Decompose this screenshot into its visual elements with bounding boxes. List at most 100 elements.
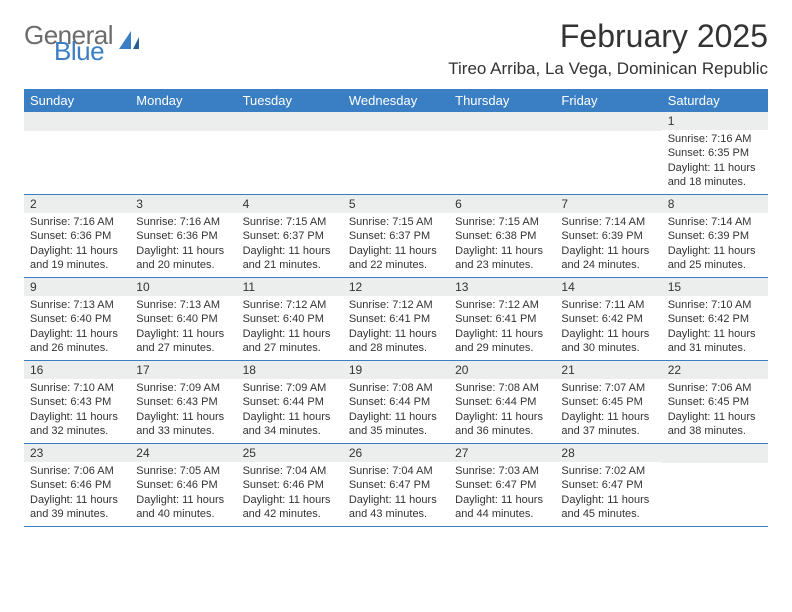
day-cell	[343, 112, 449, 194]
sunset-text: Sunset: 6:42 PM	[668, 312, 762, 326]
day-body: Sunrise: 7:08 AMSunset: 6:44 PMDaylight:…	[449, 379, 555, 442]
sunset-text: Sunset: 6:40 PM	[136, 312, 230, 326]
sunrise-text: Sunrise: 7:05 AM	[136, 464, 230, 478]
daylight-text: Daylight: 11 hours and 21 minutes.	[243, 244, 337, 273]
day-body: Sunrise: 7:08 AMSunset: 6:44 PMDaylight:…	[343, 379, 449, 442]
daylight-text: Daylight: 11 hours and 19 minutes.	[30, 244, 124, 273]
day-body: Sunrise: 7:15 AMSunset: 6:37 PMDaylight:…	[237, 213, 343, 276]
day-number: 22	[662, 361, 768, 379]
daylight-text: Daylight: 11 hours and 25 minutes.	[668, 244, 762, 273]
day-number: 6	[449, 195, 555, 213]
daylight-text: Daylight: 11 hours and 26 minutes.	[30, 327, 124, 356]
daylight-text: Daylight: 11 hours and 27 minutes.	[243, 327, 337, 356]
sunrise-text: Sunrise: 7:14 AM	[561, 215, 655, 229]
location: Tireo Arriba, La Vega, Dominican Republi…	[448, 59, 768, 79]
sunrise-text: Sunrise: 7:08 AM	[349, 381, 443, 395]
sunrise-text: Sunrise: 7:16 AM	[30, 215, 124, 229]
sunrise-text: Sunrise: 7:02 AM	[561, 464, 655, 478]
sunrise-text: Sunrise: 7:12 AM	[349, 298, 443, 312]
day-number: 19	[343, 361, 449, 379]
sunset-text: Sunset: 6:44 PM	[243, 395, 337, 409]
sunset-text: Sunset: 6:44 PM	[349, 395, 443, 409]
day-cell: 28Sunrise: 7:02 AMSunset: 6:47 PMDayligh…	[555, 444, 661, 526]
day-body: Sunrise: 7:12 AMSunset: 6:41 PMDaylight:…	[343, 296, 449, 359]
sunrise-text: Sunrise: 7:16 AM	[136, 215, 230, 229]
logo-blue: Blue	[54, 40, 113, 62]
sunrise-text: Sunrise: 7:14 AM	[668, 215, 762, 229]
daylight-text: Daylight: 11 hours and 22 minutes.	[349, 244, 443, 273]
day-number: 3	[130, 195, 236, 213]
day-number: 27	[449, 444, 555, 462]
weekday-saturday: Saturday	[662, 89, 768, 112]
weekday-friday: Friday	[555, 89, 661, 112]
day-cell	[237, 112, 343, 194]
daylight-text: Daylight: 11 hours and 34 minutes.	[243, 410, 337, 439]
day-cell	[555, 112, 661, 194]
day-number: 14	[555, 278, 661, 296]
week-row: 16Sunrise: 7:10 AMSunset: 6:43 PMDayligh…	[24, 361, 768, 444]
day-body: Sunrise: 7:15 AMSunset: 6:37 PMDaylight:…	[343, 213, 449, 276]
day-body: Sunrise: 7:03 AMSunset: 6:47 PMDaylight:…	[449, 462, 555, 525]
sunset-text: Sunset: 6:42 PM	[561, 312, 655, 326]
day-number-empty	[24, 112, 130, 131]
week-row: 9Sunrise: 7:13 AMSunset: 6:40 PMDaylight…	[24, 278, 768, 361]
sunrise-text: Sunrise: 7:04 AM	[243, 464, 337, 478]
day-body: Sunrise: 7:14 AMSunset: 6:39 PMDaylight:…	[662, 213, 768, 276]
day-cell: 1Sunrise: 7:16 AMSunset: 6:35 PMDaylight…	[662, 112, 768, 194]
day-number: 18	[237, 361, 343, 379]
sunset-text: Sunset: 6:39 PM	[668, 229, 762, 243]
month-title: February 2025	[448, 18, 768, 55]
logo: General Blue	[24, 24, 143, 62]
day-number-empty	[662, 444, 768, 463]
day-cell: 15Sunrise: 7:10 AMSunset: 6:42 PMDayligh…	[662, 278, 768, 360]
sunset-text: Sunset: 6:43 PM	[30, 395, 124, 409]
day-number: 16	[24, 361, 130, 379]
day-body: Sunrise: 7:16 AMSunset: 6:36 PMDaylight:…	[130, 213, 236, 276]
sunset-text: Sunset: 6:37 PM	[349, 229, 443, 243]
day-cell: 24Sunrise: 7:05 AMSunset: 6:46 PMDayligh…	[130, 444, 236, 526]
sunrise-text: Sunrise: 7:10 AM	[668, 298, 762, 312]
day-body	[662, 463, 768, 469]
week-row: 2Sunrise: 7:16 AMSunset: 6:36 PMDaylight…	[24, 195, 768, 278]
daylight-text: Daylight: 11 hours and 31 minutes.	[668, 327, 762, 356]
day-body: Sunrise: 7:13 AMSunset: 6:40 PMDaylight:…	[24, 296, 130, 359]
day-body: Sunrise: 7:13 AMSunset: 6:40 PMDaylight:…	[130, 296, 236, 359]
daylight-text: Daylight: 11 hours and 38 minutes.	[668, 410, 762, 439]
day-number: 24	[130, 444, 236, 462]
day-body	[449, 131, 555, 137]
sunset-text: Sunset: 6:40 PM	[243, 312, 337, 326]
day-cell	[662, 444, 768, 526]
day-body: Sunrise: 7:16 AMSunset: 6:36 PMDaylight:…	[24, 213, 130, 276]
day-number: 9	[24, 278, 130, 296]
daylight-text: Daylight: 11 hours and 30 minutes.	[561, 327, 655, 356]
day-cell: 27Sunrise: 7:03 AMSunset: 6:47 PMDayligh…	[449, 444, 555, 526]
day-body	[130, 131, 236, 137]
daylight-text: Daylight: 11 hours and 39 minutes.	[30, 493, 124, 522]
daylight-text: Daylight: 11 hours and 44 minutes.	[455, 493, 549, 522]
sunrise-text: Sunrise: 7:07 AM	[561, 381, 655, 395]
day-cell: 2Sunrise: 7:16 AMSunset: 6:36 PMDaylight…	[24, 195, 130, 277]
weekday-wednesday: Wednesday	[343, 89, 449, 112]
daylight-text: Daylight: 11 hours and 36 minutes.	[455, 410, 549, 439]
sunset-text: Sunset: 6:39 PM	[561, 229, 655, 243]
sunset-text: Sunset: 6:41 PM	[455, 312, 549, 326]
daylight-text: Daylight: 11 hours and 28 minutes.	[349, 327, 443, 356]
day-number-empty	[343, 112, 449, 131]
daylight-text: Daylight: 11 hours and 35 minutes.	[349, 410, 443, 439]
day-body	[343, 131, 449, 137]
day-number: 25	[237, 444, 343, 462]
day-body: Sunrise: 7:06 AMSunset: 6:45 PMDaylight:…	[662, 379, 768, 442]
day-body: Sunrise: 7:12 AMSunset: 6:40 PMDaylight:…	[237, 296, 343, 359]
sunset-text: Sunset: 6:46 PM	[30, 478, 124, 492]
day-body: Sunrise: 7:12 AMSunset: 6:41 PMDaylight:…	[449, 296, 555, 359]
sunset-text: Sunset: 6:36 PM	[136, 229, 230, 243]
day-cell: 14Sunrise: 7:11 AMSunset: 6:42 PMDayligh…	[555, 278, 661, 360]
weekday-monday: Monday	[130, 89, 236, 112]
title-block: February 2025 Tireo Arriba, La Vega, Dom…	[448, 18, 768, 79]
sunset-text: Sunset: 6:44 PM	[455, 395, 549, 409]
calendar: Sunday Monday Tuesday Wednesday Thursday…	[24, 89, 768, 527]
day-number: 1	[662, 112, 768, 130]
day-cell: 13Sunrise: 7:12 AMSunset: 6:41 PMDayligh…	[449, 278, 555, 360]
sunrise-text: Sunrise: 7:12 AM	[243, 298, 337, 312]
day-body	[237, 131, 343, 137]
